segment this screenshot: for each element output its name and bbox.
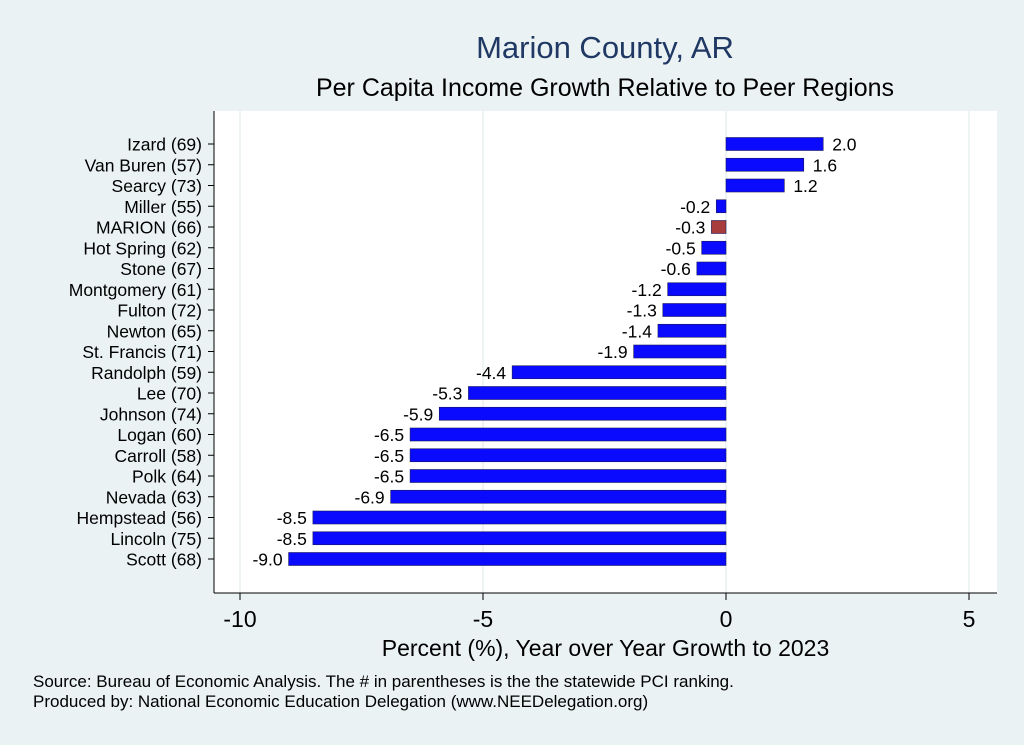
x-tick-label: -10	[223, 606, 256, 632]
category-label: Hot Spring (62)	[83, 238, 202, 258]
bar	[657, 323, 727, 338]
bar	[409, 448, 727, 463]
category-label: Randolph (59)	[91, 363, 202, 383]
category-label: Fulton (72)	[117, 301, 202, 321]
bar-value-label: -9.0	[252, 550, 282, 570]
category-label: Logan (60)	[117, 425, 202, 445]
bar	[633, 344, 727, 359]
category-label: Lee (70)	[137, 384, 202, 404]
category-label: Hempstead (56)	[77, 508, 202, 528]
category-label: St. Francis (71)	[82, 342, 202, 362]
bar	[715, 199, 727, 214]
category-label: Searcy (73)	[112, 176, 202, 196]
bar-value-label: 1.6	[813, 155, 837, 175]
bar-value-label: 2.0	[832, 135, 857, 155]
bar-value-label: -4.4	[476, 363, 506, 383]
category-label: Stone (67)	[120, 259, 202, 279]
bar-value-label: -0.2	[680, 197, 710, 217]
bar-value-label: -0.6	[661, 259, 691, 279]
category-label: Van Buren (57)	[85, 155, 202, 175]
bar	[725, 137, 824, 151]
bar	[725, 178, 785, 193]
bar	[288, 552, 727, 566]
bar-value-label: -6.9	[355, 487, 385, 507]
bar	[511, 365, 727, 380]
category-label: Lincoln (75)	[111, 529, 202, 549]
category-label: Scott (68)	[126, 550, 202, 570]
bar-value-label: -0.3	[675, 218, 705, 238]
x-tick-label: 5	[963, 606, 976, 632]
bar	[711, 220, 727, 234]
bar	[667, 282, 727, 297]
bar	[725, 157, 805, 172]
category-label: Johnson (74)	[100, 404, 202, 424]
bar	[312, 531, 727, 546]
category-label: Newton (65)	[107, 321, 202, 341]
bar-value-label: -5.3	[432, 384, 462, 404]
category-label: Izard (69)	[127, 135, 202, 155]
category-label: Carroll (58)	[114, 446, 202, 466]
bar-value-label: -8.5	[277, 508, 307, 528]
chart-title: Marion County, AR	[476, 30, 734, 65]
category-label: Montgomery (61)	[69, 280, 202, 300]
bar	[662, 303, 727, 317]
category-label: Nevada (63)	[106, 487, 202, 507]
category-label: Polk (64)	[132, 467, 202, 487]
bar-value-label: -5.9	[403, 404, 433, 424]
bar-value-label: -1.2	[632, 280, 662, 300]
source-note: Source: Bureau of Economic Analysis. The…	[33, 672, 734, 691]
bar-value-label: 1.2	[793, 176, 817, 196]
bar-value-label: -6.5	[374, 467, 404, 487]
category-label: Miller (55)	[124, 197, 202, 217]
x-tick-label: -5	[473, 606, 493, 632]
bar-value-label: -1.4	[622, 321, 652, 341]
category-label: MARION (66)	[96, 218, 202, 238]
bar-value-label: -6.5	[374, 446, 404, 466]
bar-value-label: -8.5	[277, 529, 307, 549]
bar	[409, 427, 727, 442]
bar-value-label: -0.5	[666, 238, 696, 258]
bar-value-label: -6.5	[374, 425, 404, 445]
bar	[312, 510, 727, 525]
bar	[468, 386, 727, 400]
x-tick-label: 0	[720, 606, 733, 632]
bar-value-label: -1.9	[598, 342, 628, 362]
bar-value-label: -1.3	[627, 301, 657, 321]
chart-subtitle: Per Capita Income Growth Relative to Pee…	[315, 74, 895, 102]
bar	[438, 406, 727, 421]
bar	[409, 469, 727, 483]
bar	[390, 489, 727, 504]
bar	[701, 240, 727, 255]
x-axis-title: Percent (%), Year over Year Growth to 20…	[382, 635, 830, 661]
bar	[696, 261, 727, 276]
producer-note: Produced by: National Economic Education…	[33, 692, 649, 711]
